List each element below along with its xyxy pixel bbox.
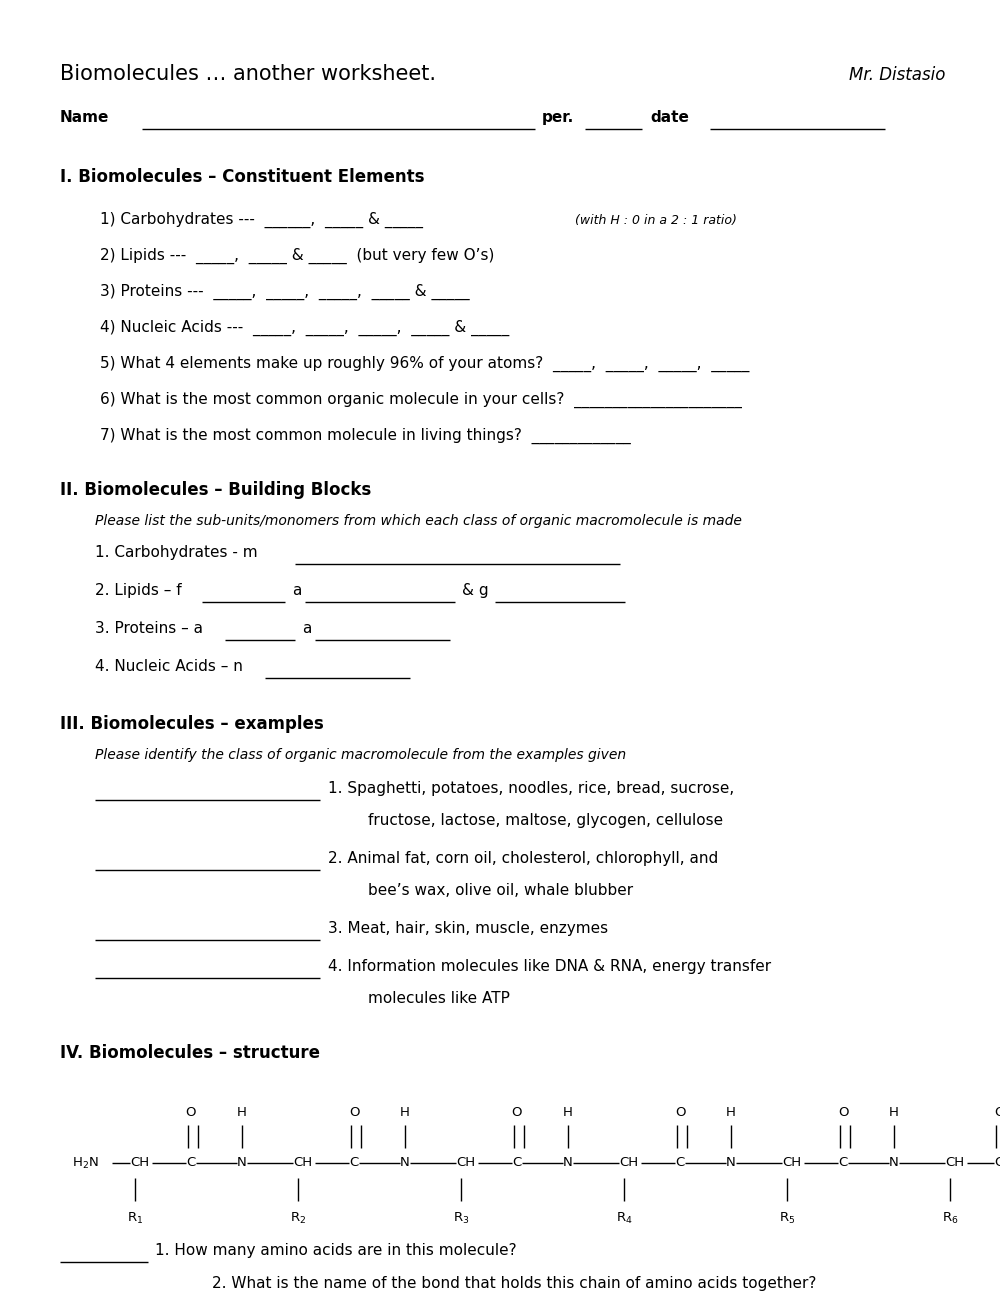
Text: 3) Proteins ---  _____,  _____,  _____,  _____ & _____: 3) Proteins --- _____, _____, _____, ___…	[100, 283, 470, 300]
Text: 1. Carbohydrates - m: 1. Carbohydrates - m	[95, 545, 258, 560]
Text: 3. Meat, hair, skin, muscle, enzymes: 3. Meat, hair, skin, muscle, enzymes	[328, 921, 608, 936]
Text: 2. Animal fat, corn oil, cholesterol, chlorophyll, and: 2. Animal fat, corn oil, cholesterol, ch…	[328, 851, 718, 866]
Text: H$_2$N: H$_2$N	[72, 1156, 99, 1171]
Text: C: C	[186, 1157, 195, 1170]
Text: C: C	[512, 1157, 521, 1170]
Text: R$_6$: R$_6$	[942, 1210, 958, 1225]
Text: 2. What is the name of the bond that holds this chain of amino acids together?: 2. What is the name of the bond that hol…	[212, 1276, 816, 1291]
Text: N: N	[237, 1157, 247, 1170]
Text: per.: per.	[542, 110, 574, 126]
Text: N: N	[400, 1157, 410, 1170]
Text: C: C	[838, 1157, 847, 1170]
Text: 4. Information molecules like DNA & RNA, energy transfer: 4. Information molecules like DNA & RNA,…	[328, 959, 771, 974]
Text: N: N	[563, 1157, 573, 1170]
Text: O: O	[838, 1106, 848, 1119]
Text: fructose, lactose, maltose, glycogen, cellulose: fructose, lactose, maltose, glycogen, ce…	[368, 813, 723, 828]
Text: H: H	[400, 1106, 410, 1119]
Text: R$_2$: R$_2$	[290, 1210, 306, 1225]
Text: I. Biomolecules – Constituent Elements: I. Biomolecules – Constituent Elements	[60, 168, 424, 186]
Text: Name: Name	[60, 110, 109, 126]
Text: Mr. Distasio: Mr. Distasio	[849, 66, 945, 84]
Text: Please identify the class of organic macromolecule from the examples given: Please identify the class of organic mac…	[95, 748, 626, 762]
Text: molecules like ATP: molecules like ATP	[368, 991, 510, 1005]
Text: 1) Carbohydrates ---  ______,  _____ & _____: 1) Carbohydrates --- ______, _____ & ___…	[100, 212, 423, 228]
Text: H: H	[237, 1106, 247, 1119]
Text: C: C	[994, 1157, 1000, 1170]
Text: a: a	[292, 584, 301, 598]
Text: O: O	[675, 1106, 685, 1119]
Text: O: O	[994, 1106, 1000, 1119]
Text: H: H	[726, 1106, 736, 1119]
Text: 1. Spaghetti, potatoes, noodles, rice, bread, sucrose,: 1. Spaghetti, potatoes, noodles, rice, b…	[328, 782, 734, 796]
Text: IV. Biomolecules – structure: IV. Biomolecules – structure	[60, 1044, 320, 1062]
Text: CH: CH	[782, 1157, 801, 1170]
Text: & g: & g	[462, 584, 489, 598]
Text: O: O	[512, 1106, 522, 1119]
Text: 3. Proteins – a: 3. Proteins – a	[95, 621, 203, 635]
Text: CH: CH	[130, 1157, 149, 1170]
Text: a: a	[302, 621, 311, 635]
Text: N: N	[726, 1157, 736, 1170]
Text: 1. How many amino acids are in this molecule?: 1. How many amino acids are in this mole…	[155, 1244, 517, 1258]
Text: 4) Nucleic Acids ---  _____,  _____,  _____,  _____ & _____: 4) Nucleic Acids --- _____, _____, _____…	[100, 320, 509, 336]
Text: C: C	[675, 1157, 684, 1170]
Text: R$_4$: R$_4$	[616, 1210, 632, 1225]
Text: 7) What is the most common molecule in living things?  _____________: 7) What is the most common molecule in l…	[100, 428, 631, 444]
Text: N: N	[889, 1157, 899, 1170]
Text: 5) What 4 elements make up roughly 96% of your atoms?  _____,  _____,  _____,  _: 5) What 4 elements make up roughly 96% o…	[100, 356, 749, 373]
Text: date: date	[650, 110, 689, 126]
Text: CH: CH	[293, 1157, 312, 1170]
Text: C: C	[349, 1157, 358, 1170]
Text: O: O	[349, 1106, 359, 1119]
Text: 6) What is the most common organic molecule in your cells?  ____________________: 6) What is the most common organic molec…	[100, 392, 742, 408]
Text: 2. Lipids – f: 2. Lipids – f	[95, 584, 182, 598]
Text: CH: CH	[945, 1157, 964, 1170]
Text: O: O	[186, 1106, 196, 1119]
Text: (with H : 0 in a 2 : 1 ratio): (with H : 0 in a 2 : 1 ratio)	[575, 214, 737, 226]
Text: H: H	[889, 1106, 899, 1119]
Text: III. Biomolecules – examples: III. Biomolecules – examples	[60, 716, 324, 732]
Text: Please list the sub-units/monomers from which each class of organic macromolecul: Please list the sub-units/monomers from …	[95, 514, 742, 528]
Text: 2) Lipids ---  _____,  _____ & _____  (but very few O’s): 2) Lipids --- _____, _____ & _____ (but …	[100, 248, 494, 264]
Text: bee’s wax, olive oil, whale blubber: bee’s wax, olive oil, whale blubber	[368, 883, 633, 898]
Text: Biomolecules … another worksheet.: Biomolecules … another worksheet.	[60, 63, 436, 84]
Text: II. Biomolecules – Building Blocks: II. Biomolecules – Building Blocks	[60, 481, 371, 499]
Text: CH: CH	[456, 1157, 475, 1170]
Text: R$_1$: R$_1$	[127, 1210, 143, 1225]
Text: R$_3$: R$_3$	[453, 1210, 469, 1225]
Text: R$_5$: R$_5$	[779, 1210, 795, 1225]
Text: CH: CH	[619, 1157, 638, 1170]
Text: H: H	[563, 1106, 573, 1119]
Text: 4. Nucleic Acids – n: 4. Nucleic Acids – n	[95, 659, 243, 674]
